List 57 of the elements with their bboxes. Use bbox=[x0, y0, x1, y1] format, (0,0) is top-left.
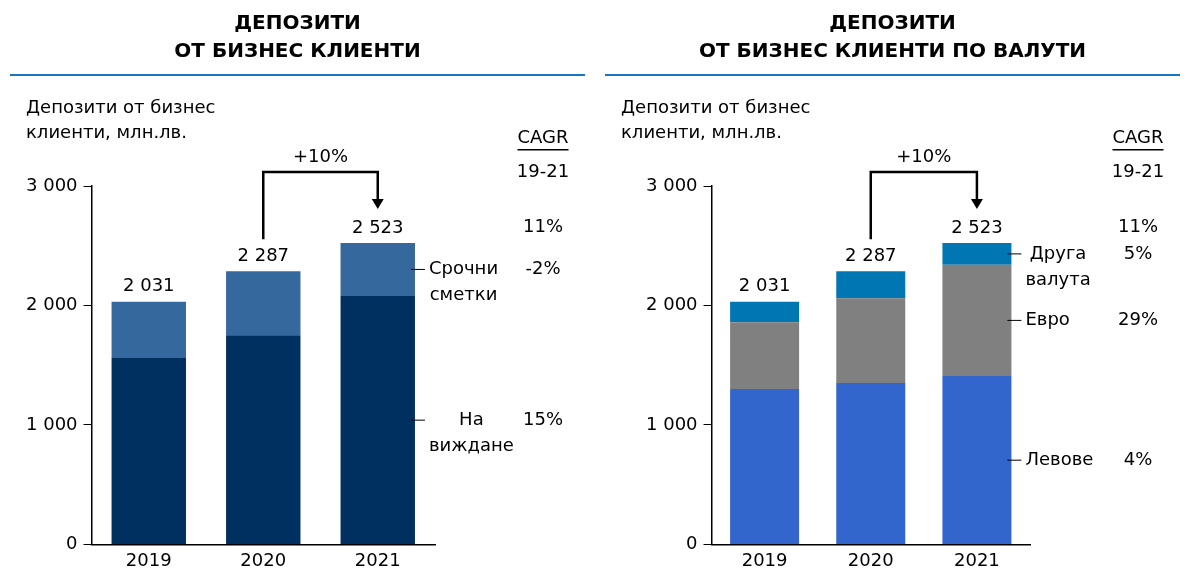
text: +10% bbox=[896, 145, 952, 166]
y-tick-label: 3 000 bbox=[646, 173, 698, 195]
text: 19-21 bbox=[1111, 159, 1165, 181]
text: CAGR bbox=[1112, 125, 1164, 147]
total-label: 2 523 bbox=[951, 215, 1003, 237]
y-tick-label: 3 000 bbox=[26, 173, 78, 195]
bar bbox=[226, 335, 301, 544]
text: 11% bbox=[522, 214, 564, 236]
bar bbox=[340, 242, 415, 296]
series-label: Друга валута bbox=[1025, 241, 1091, 289]
total-label: 2 287 bbox=[237, 243, 290, 265]
y-tick-label: 1 000 bbox=[646, 412, 698, 434]
y-tick-label: 1 000 bbox=[26, 412, 78, 434]
y-tick-label: 0 bbox=[686, 532, 698, 554]
bar bbox=[836, 298, 906, 384]
bar bbox=[942, 242, 1012, 265]
series-label: Левове bbox=[1025, 447, 1094, 469]
chart-title: ДЕПОЗИТИ ОТ БИЗНЕС КЛИЕНТИ bbox=[173, 9, 422, 64]
x-tick-label: 2021 bbox=[354, 548, 401, 570]
bar bbox=[836, 383, 906, 544]
bar bbox=[730, 389, 800, 544]
text: 15% bbox=[522, 407, 564, 429]
y-axis-title: Депозити от бизнес клиенти, млн.лв. bbox=[26, 95, 216, 144]
bar bbox=[730, 322, 800, 390]
text: -2% bbox=[525, 257, 561, 279]
text: 4% bbox=[1123, 447, 1153, 469]
total-label: 2 031 bbox=[123, 274, 175, 296]
text: +10% bbox=[292, 145, 349, 166]
text: 29% bbox=[1117, 308, 1159, 330]
y-axis-title: Депозити от бизнес клиенти, млн.лв. bbox=[621, 95, 811, 144]
x-tick-label: 2019 bbox=[125, 548, 172, 570]
x-tick-label: 2020 bbox=[240, 548, 287, 570]
text: 19-21 bbox=[516, 159, 570, 181]
x-tick-label: 2020 bbox=[847, 548, 894, 570]
series-label: Евро bbox=[1025, 308, 1070, 330]
y-tick-label: 2 000 bbox=[26, 293, 78, 315]
bar bbox=[226, 271, 301, 336]
bar bbox=[836, 271, 906, 299]
chart-title: ДЕПОЗИТИ ОТ БИЗНЕС КЛИЕНТИ ПО ВАЛУТИ bbox=[697, 9, 1088, 64]
bar bbox=[340, 295, 415, 544]
bar bbox=[942, 375, 1012, 544]
text: 11% bbox=[1117, 214, 1159, 236]
x-tick-label: 2019 bbox=[741, 548, 788, 570]
y-tick-label: 0 bbox=[66, 532, 78, 554]
bar bbox=[942, 264, 1012, 376]
series-label: На виждане bbox=[428, 407, 514, 455]
x-tick-label: 2021 bbox=[954, 548, 1000, 570]
text: CAGR bbox=[517, 125, 569, 147]
bar bbox=[111, 301, 186, 359]
series-label: Срочни сметки bbox=[428, 257, 499, 305]
total-label: 2 031 bbox=[738, 274, 791, 296]
bar bbox=[111, 358, 186, 544]
total-label: 2 523 bbox=[351, 215, 404, 237]
bar bbox=[730, 301, 800, 323]
text: 5% bbox=[1123, 241, 1153, 263]
total-label: 2 287 bbox=[845, 243, 897, 265]
y-tick-label: 2 000 bbox=[646, 293, 698, 315]
